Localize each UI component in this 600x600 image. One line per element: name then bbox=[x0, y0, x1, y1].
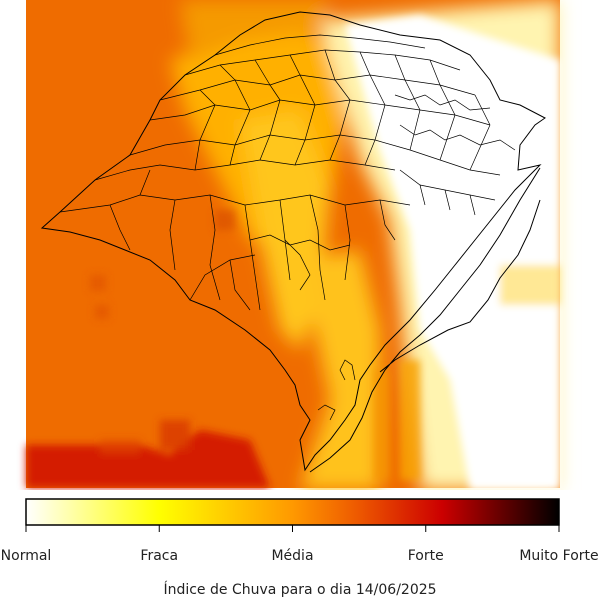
colorbar-tick-label: Muito Forte bbox=[519, 548, 599, 564]
municipal-boundaries bbox=[59, 34, 516, 421]
colorbar-tick-label: Média bbox=[271, 548, 314, 564]
field-spot-red-1 bbox=[160, 420, 190, 450]
state-outline bbox=[40, 11, 546, 472]
field-spot-orange-2 bbox=[375, 370, 389, 480]
lagoon-outline bbox=[309, 167, 541, 473]
field-spot-dark-2 bbox=[90, 275, 106, 291]
field-spot-dark-3 bbox=[95, 305, 109, 319]
colorbar-ticks bbox=[25, 525, 560, 532]
rain-field bbox=[26, 0, 560, 490]
field-zone-red-south bbox=[26, 430, 270, 488]
colorbar bbox=[25, 498, 560, 532]
field-spot-yellow-east bbox=[500, 265, 560, 305]
field-zone-orange-top bbox=[180, 0, 330, 60]
colorbar-tick-label: Normal bbox=[0, 548, 52, 564]
colorbar-tick-label: Forte bbox=[407, 548, 444, 564]
field-spot-dark-1 bbox=[215, 210, 235, 230]
colorbar-tick-label: Fraca bbox=[140, 548, 179, 564]
rain-index-map bbox=[26, 0, 560, 490]
field-spot-red-2 bbox=[100, 440, 140, 454]
field-zone-white-east bbox=[480, 250, 560, 490]
colorbar-gradient bbox=[25, 498, 560, 526]
field-spot-orange-1 bbox=[400, 360, 420, 480]
map-caption: Índice de Chuva para o dia 14/06/2025 bbox=[163, 582, 437, 598]
